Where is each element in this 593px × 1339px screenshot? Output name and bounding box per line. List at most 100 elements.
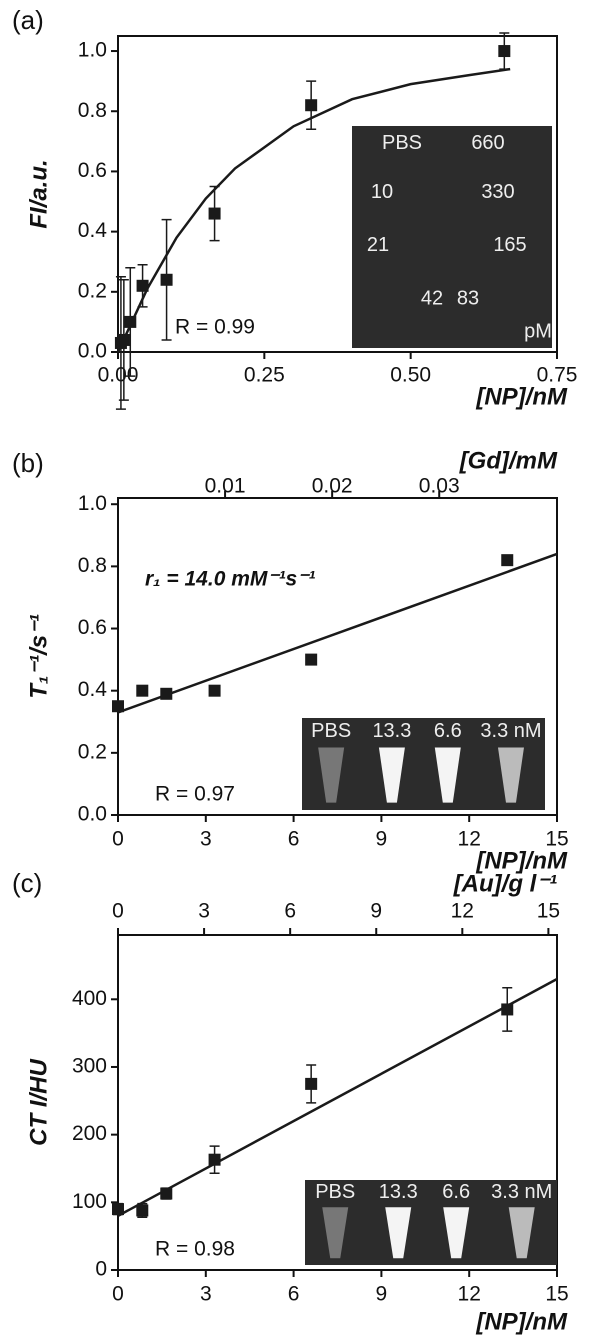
tube (497, 747, 524, 803)
y-axis-label: FI/a.u. (25, 159, 52, 228)
inset-label: 165 (493, 234, 526, 256)
annotation: R = 0.97 (155, 783, 235, 806)
y-tick-label: 1.0 (78, 39, 107, 62)
x-tick-label: 0 (112, 828, 124, 851)
y-axis-label: T₁⁻¹/s⁻¹ (25, 614, 52, 698)
y-tick-label: 400 (72, 987, 107, 1010)
annotation: R = 0.99 (175, 316, 255, 339)
x-tick-label: 12 (458, 1283, 481, 1306)
data-point (501, 1003, 514, 1016)
x-tick-label: 9 (376, 828, 388, 851)
x-axis-label: [NP]/nM (475, 847, 568, 874)
data-point (160, 687, 173, 700)
y-tick-label: 0.8 (78, 99, 107, 122)
y-tick-label: 200 (72, 1122, 107, 1145)
x-tick-label: 3 (200, 1283, 212, 1306)
data-point (160, 273, 173, 286)
data-point (136, 684, 149, 697)
inset-label: 13.3 (379, 1181, 418, 1203)
annotation: r₁ = 14.0 mM⁻¹s⁻¹ (145, 568, 315, 591)
inset-label: 6.6 (442, 1181, 470, 1203)
x-tick-label: 9 (376, 1283, 388, 1306)
inset-label: 3.3 nM (491, 1181, 552, 1203)
inset-label: 83 (457, 287, 479, 309)
y-tick-label: 0.4 (78, 219, 108, 242)
data-point (305, 1077, 318, 1090)
inset-label: 6.6 (434, 720, 462, 742)
data-point (208, 207, 221, 220)
x2-tick-label: 15 (537, 900, 560, 923)
data-point (136, 1204, 149, 1217)
data-point (112, 700, 124, 713)
x-tick-label: 0 (112, 1283, 124, 1306)
tube (434, 747, 461, 803)
y-tick-label: 100 (72, 1190, 107, 1213)
x-axis-label: [NP]/nM (475, 1308, 568, 1335)
data-point (501, 554, 514, 567)
data-point (124, 315, 137, 328)
y-tick-label: 0.6 (78, 616, 107, 639)
inset-label: 10 (371, 181, 393, 203)
y-tick-label: 0.2 (78, 740, 107, 763)
data-point (208, 684, 221, 697)
plot-frame (117, 934, 558, 1271)
plot-frame (117, 497, 558, 816)
data-point (208, 1153, 221, 1166)
tube (508, 1207, 535, 1259)
x-tick-label: 12 (458, 828, 481, 851)
data-point (160, 1187, 173, 1200)
tube (385, 1207, 412, 1259)
tube (322, 1207, 349, 1259)
y-tick-label: 0.8 (78, 554, 107, 577)
data-point (112, 1203, 124, 1216)
panel-label: (c) (12, 868, 42, 898)
x2-tick-label: 12 (451, 900, 474, 923)
x-tick-label: 0.25 (244, 364, 285, 387)
x2-tick-label: 3 (198, 900, 210, 923)
inset-label: PBS (382, 132, 422, 154)
fit-line (117, 977, 558, 1217)
tube (378, 747, 405, 803)
plot-frame (117, 35, 558, 353)
y-tick-label: 1.0 (78, 492, 107, 515)
panel-label: (a) (12, 5, 44, 35)
x-tick-label: 15 (545, 1283, 568, 1306)
inset-label: pM (524, 321, 552, 343)
x2-tick-label: 0 (112, 900, 124, 923)
inset-label: 21 (367, 234, 389, 256)
inset-label: 42 (421, 287, 443, 309)
y-tick-label: 0.0 (78, 340, 107, 363)
x2-tick-label: 6 (284, 900, 296, 923)
x2-axis-label: [Au]/g l⁻¹ (453, 870, 557, 897)
x2-tick-label: 0.02 (312, 475, 353, 498)
x-tick-label: 0.00 (98, 364, 139, 387)
data-point (498, 45, 511, 58)
x-tick-label: 0.50 (390, 364, 431, 387)
y-tick-label: 0.6 (78, 159, 107, 182)
inset-label: 3.3 nM (480, 720, 541, 742)
x-tick-label: 3 (200, 828, 212, 851)
inset-label: PBS (311, 720, 351, 742)
y-tick-label: 300 (72, 1055, 107, 1078)
y-tick-label: 0 (95, 1258, 107, 1281)
x-tick-label: 0.75 (537, 364, 578, 387)
y-tick-label: 0.4 (78, 678, 108, 701)
x-tick-label: 6 (288, 828, 300, 851)
x2-axis-label: [Gd]/mM (459, 447, 558, 474)
inset-label: 13.3 (372, 720, 411, 742)
x2-tick-label: 9 (370, 900, 382, 923)
panel-label: (b) (12, 448, 44, 478)
y-axis-label: CT I/HU (25, 1059, 52, 1146)
x-tick-label: 6 (288, 1283, 300, 1306)
y-tick-label: 0.2 (78, 279, 107, 302)
y-tick-label: 0.0 (78, 803, 107, 826)
data-point (117, 333, 130, 346)
x2-tick-label: 0.01 (205, 475, 246, 498)
tube (318, 747, 345, 803)
inset-label: PBS (315, 1181, 355, 1203)
data-point (136, 279, 149, 292)
inset-label: 330 (481, 181, 514, 203)
inset-label: 660 (471, 132, 504, 154)
x-tick-label: 15 (545, 828, 568, 851)
